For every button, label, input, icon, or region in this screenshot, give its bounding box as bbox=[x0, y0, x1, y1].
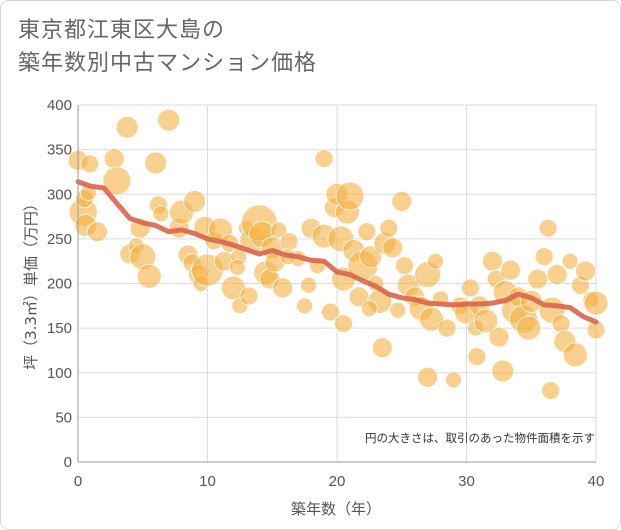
data-point bbox=[538, 218, 558, 238]
data-point bbox=[583, 290, 609, 316]
y-tick-label: 200 bbox=[47, 276, 72, 293]
y-axis-label: 坪（3.3㎡）単価（万円） bbox=[22, 196, 40, 370]
data-point bbox=[500, 259, 521, 281]
y-tick-label: 350 bbox=[47, 142, 72, 159]
x-axis-label: 築年数（年） bbox=[291, 500, 381, 518]
data-point bbox=[541, 381, 561, 401]
x-tick-label: 20 bbox=[329, 473, 346, 490]
data-point bbox=[516, 315, 542, 341]
y-tick-label: 300 bbox=[47, 186, 72, 203]
trend-line bbox=[75, 179, 599, 325]
data-point bbox=[80, 154, 100, 174]
x-tick-label: 30 bbox=[458, 473, 475, 490]
data-point bbox=[239, 286, 259, 306]
data-point bbox=[561, 252, 579, 270]
data-point bbox=[334, 314, 353, 334]
size-annotation: 円の大きさは、取引のあった物件面積を示す bbox=[365, 431, 595, 445]
data-point bbox=[389, 301, 407, 319]
data-point bbox=[157, 108, 181, 132]
x-tick-label: 40 bbox=[588, 473, 605, 490]
trend-series-line bbox=[75, 179, 599, 325]
data-point bbox=[491, 359, 515, 383]
data-point bbox=[534, 247, 554, 267]
data-point bbox=[575, 260, 597, 282]
data-point bbox=[321, 302, 340, 322]
data-point bbox=[546, 264, 568, 285]
data-point bbox=[152, 205, 170, 223]
data-point bbox=[314, 149, 334, 168]
y-tick-label: 250 bbox=[47, 231, 72, 248]
y-tick-label: 150 bbox=[47, 320, 72, 337]
data-point bbox=[551, 314, 571, 334]
data-point bbox=[382, 237, 404, 259]
y-tick-label: 0 bbox=[64, 454, 72, 471]
data-point bbox=[103, 148, 125, 169]
data-point bbox=[419, 306, 444, 332]
data-point bbox=[360, 300, 378, 317]
data-point bbox=[379, 218, 399, 238]
y-tick-label: 50 bbox=[55, 409, 72, 426]
data-point bbox=[335, 181, 365, 211]
data-point bbox=[359, 245, 383, 269]
data-point bbox=[481, 250, 503, 272]
chart-title: 東京都江東区大島の 築年数別中古マンション価格 bbox=[18, 14, 317, 80]
data-point bbox=[296, 297, 314, 315]
data-point bbox=[427, 252, 444, 270]
x-tick-label: 10 bbox=[199, 473, 216, 490]
data-point bbox=[183, 189, 206, 213]
data-point bbox=[391, 190, 413, 212]
y-tick-label: 100 bbox=[47, 365, 72, 382]
chart-title-line1: 東京都江東区大島の bbox=[18, 18, 226, 43]
data-point bbox=[228, 259, 246, 276]
data-point bbox=[394, 256, 414, 276]
y-tick-label: 400 bbox=[47, 97, 72, 114]
chart-title-line2: 築年数別中古マンション価格 bbox=[18, 51, 318, 76]
data-point bbox=[272, 277, 294, 299]
data-point bbox=[527, 268, 549, 290]
x-tick-label: 0 bbox=[74, 473, 82, 490]
data-points bbox=[67, 108, 609, 401]
data-point bbox=[115, 115, 139, 139]
axes: 0 50 100 150 200 250 300 350 400 0 10 20 30 40 bbox=[47, 97, 604, 490]
data-point bbox=[473, 308, 499, 334]
data-point bbox=[460, 278, 480, 298]
data-point bbox=[357, 222, 377, 242]
data-point bbox=[417, 366, 439, 388]
data-point bbox=[144, 151, 168, 175]
data-point bbox=[279, 232, 299, 251]
data-point bbox=[270, 221, 288, 239]
data-point bbox=[445, 371, 462, 389]
data-point bbox=[102, 166, 132, 196]
data-point bbox=[371, 337, 393, 359]
data-point bbox=[488, 326, 510, 348]
data-point bbox=[467, 347, 487, 367]
data-point bbox=[437, 318, 457, 338]
data-point bbox=[136, 263, 162, 289]
data-point bbox=[300, 276, 317, 294]
data-point bbox=[562, 342, 588, 368]
data-point bbox=[87, 221, 108, 243]
